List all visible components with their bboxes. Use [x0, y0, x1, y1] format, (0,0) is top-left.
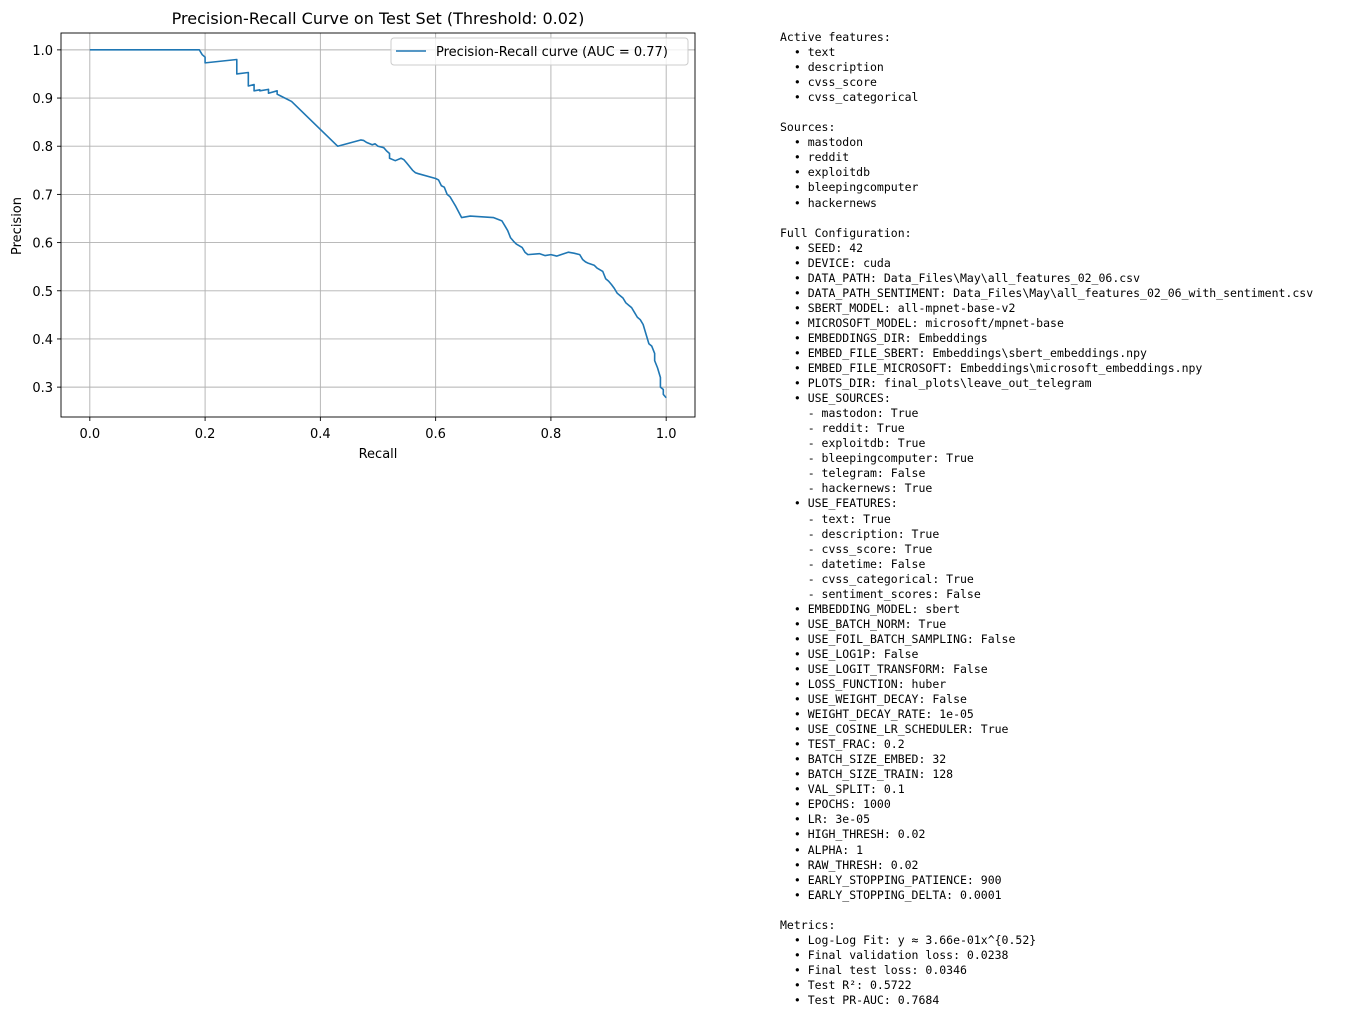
config-line: • text	[780, 45, 836, 60]
x-tick-label: 0.0	[79, 427, 100, 442]
config-line: • VAL_SPLIT: 0.1	[780, 782, 905, 797]
y-tick-label: 0.8	[32, 140, 53, 155]
config-line: • EMBED_FILE_SBERT: Embeddings\sbert_emb…	[780, 345, 1147, 360]
x-tick-label: 0.4	[310, 427, 331, 442]
config-line: • SBERT_MODEL: all-mpnet-base-v2	[780, 300, 1016, 315]
config-line: • USE_COSINE_LR_SCHEDULER: True	[780, 722, 1009, 737]
x-tick-label: 0.2	[195, 427, 216, 442]
config-line: • USE_FEATURES:	[780, 496, 898, 511]
config-line: • bleepingcomputer	[780, 180, 919, 195]
config-line: • EMBEDDINGS_DIR: Embeddings	[780, 330, 988, 345]
config-line: • hackernews	[780, 195, 877, 210]
legend-label: Precision-Recall curve (AUC = 0.77)	[436, 45, 668, 60]
legend-box	[390, 37, 689, 66]
config-line: • BATCH_SIZE_EMBED: 32	[780, 752, 947, 767]
config-line: • USE_SOURCES:	[780, 391, 891, 406]
legend: Precision-Recall curve (AUC = 0.77)	[390, 37, 689, 66]
config-line: • PLOTS_DIR: final_plots\leave_out_teleg…	[780, 376, 1092, 391]
config-line: • EARLY_STOPPING_PATIENCE: 900	[780, 872, 1002, 887]
config-line: • USE_FOIL_BATCH_SAMPLING: False	[780, 631, 1016, 646]
x-tick-label: 0.8	[541, 427, 562, 442]
config-line: • USE_LOGIT_TRANSFORM: False	[780, 661, 988, 676]
config-line: • HIGH_THRESH: 0.02	[780, 827, 926, 842]
x-tick-label: 1.0	[656, 427, 677, 442]
config-line: Metrics:	[780, 917, 836, 932]
config-blank-line	[780, 105, 1365, 120]
y-tick-label: 0.3	[32, 381, 53, 396]
config-line: • TEST_FRAC: 0.2	[780, 737, 905, 752]
config-line: Full Configuration:	[780, 225, 912, 240]
y-axis-label: Precision	[10, 197, 25, 255]
tick-layer: 0.0 0.2 0.4 0.6 0.8 1.0 0.3 0.4 0.5 0.6 0.7 0.8 0.9 1…	[32, 44, 676, 442]
config-line: - mastodon: True	[780, 406, 919, 421]
config-line: • DATA_PATH: Data_Files\May\all_features…	[780, 270, 1141, 285]
y-tick-label: 0.9	[32, 92, 53, 107]
config-line: • BATCH_SIZE_TRAIN: 128	[780, 767, 954, 782]
series-layer	[89, 49, 667, 399]
config-blank-line	[780, 903, 1365, 918]
config-line: • EMBEDDING_MODEL: sbert	[780, 601, 961, 616]
config-line: • RAW_THRESH: 0.02	[780, 857, 919, 872]
config-line: • reddit	[780, 150, 850, 165]
y-tick-label: 0.5	[32, 285, 53, 300]
pr-curve-line	[89, 49, 667, 399]
config-line: • SEED: 42	[780, 240, 864, 255]
config-line: • EPOCHS: 1000	[780, 797, 891, 812]
x-axis-label: Recall	[359, 447, 398, 462]
config-line: • WEIGHT_DECAY_RATE: 1e-05	[780, 707, 974, 722]
config-line: • Final test loss: 0.0346	[780, 962, 967, 977]
config-line: • MICROSOFT_MODEL: microsoft/mpnet-base	[780, 315, 1064, 330]
config-line: • exploitdb	[780, 165, 871, 180]
config-blank-line	[780, 211, 1365, 226]
axes-frame	[60, 32, 696, 418]
grid-lines	[61, 33, 695, 417]
config-line: • mastodon	[780, 135, 864, 150]
config-line: • EMBED_FILE_MICROSOFT: Embeddings\micro…	[780, 361, 1203, 376]
config-line: Sources:	[780, 120, 836, 135]
x-tick-label: 0.6	[425, 427, 446, 442]
config-line: • cvss_categorical	[780, 90, 919, 105]
config-line: • cvss_score	[780, 75, 877, 90]
config-line: • USE_LOG1P: False	[780, 646, 919, 661]
y-tick-label: 0.4	[32, 333, 53, 348]
config-line: - cvss_categorical: True	[780, 571, 974, 586]
config-line: - bleepingcomputer: True	[780, 451, 974, 466]
config-line: • Test PR-AUC: 0.7684	[780, 993, 940, 1007]
config-line: - hackernews: True	[780, 481, 933, 496]
config-line: - datetime: False	[780, 556, 926, 571]
chart-title: Precision-Recall Curve on Test Set (Thre…	[172, 9, 585, 28]
config-line: - sentiment_scores: False	[780, 586, 981, 601]
config-line: • description	[780, 60, 884, 75]
y-tick-label: 0.7	[32, 188, 53, 203]
config-line: - reddit: True	[780, 421, 905, 436]
config-line: • EARLY_STOPPING_DELTA: 0.0001	[780, 887, 1002, 902]
config-line: • DEVICE: cuda	[780, 255, 891, 270]
config-line: Active features:	[780, 30, 891, 44]
config-line: - description: True	[780, 526, 940, 541]
config-line: • Test R²: 0.5722	[780, 977, 912, 992]
config-line: - exploitdb: True	[780, 436, 926, 451]
config-line: - cvss_score: True	[780, 541, 933, 556]
config-line: • DATA_PATH_SENTIMENT: Data_Files\May\al…	[780, 285, 1314, 300]
config-summary-panel: Active features: • text • description • …	[780, 30, 1365, 1008]
config-line: - telegram: False	[780, 466, 926, 481]
config-line: • USE_BATCH_NORM: True	[780, 616, 947, 631]
config-line: • LR: 3e-05	[780, 812, 871, 827]
pr-curve-chart: Precision-Recall Curve on Test Set (Thre…	[10, 9, 696, 462]
config-line: • Log-Log Fit: y ≈ 3.66e-01x^{0.52}	[780, 932, 1037, 947]
config-line: - text: True	[780, 511, 891, 526]
config-line: • LOSS_FUNCTION: huber	[780, 677, 947, 692]
config-line: • ALPHA: 1	[780, 842, 864, 857]
config-line: • Final validation loss: 0.0238	[780, 947, 1009, 962]
config-line: • USE_WEIGHT_DECAY: False	[780, 692, 967, 707]
y-tick-label: 1.0	[32, 44, 53, 59]
y-tick-label: 0.6	[32, 237, 53, 252]
